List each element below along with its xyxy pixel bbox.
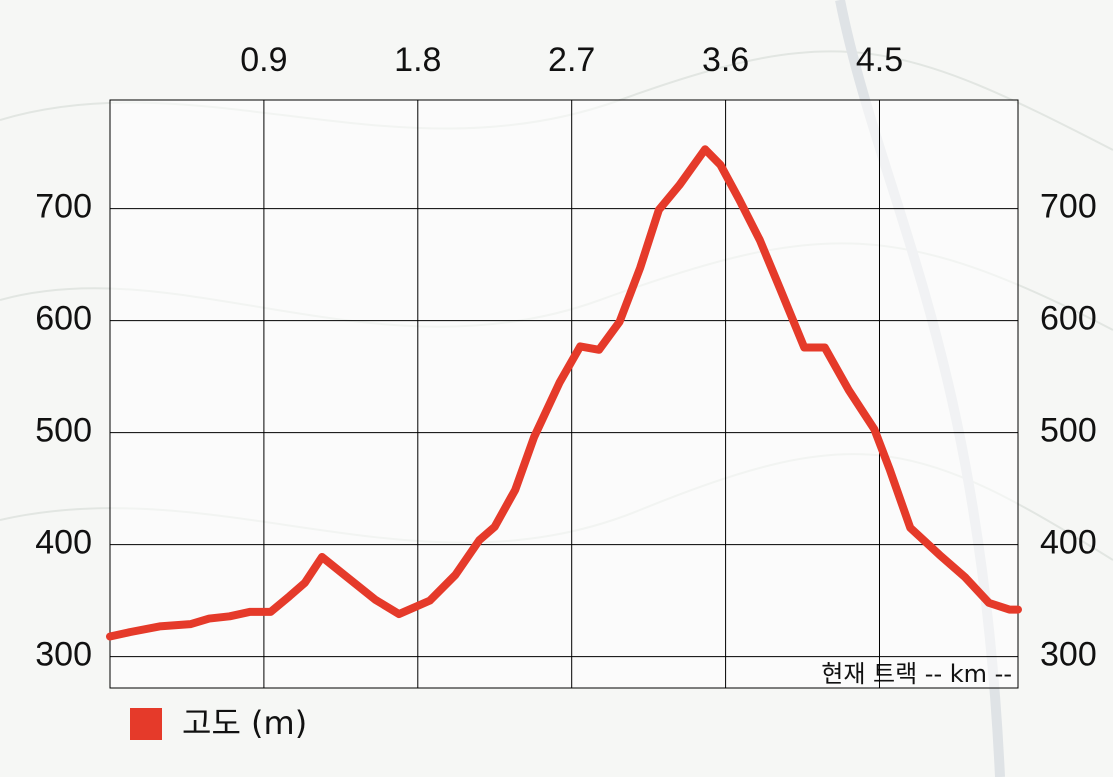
y-tick-label: 700	[35, 188, 92, 226]
y2-tick-label: 300	[1040, 636, 1097, 674]
x-tick-label: 1.8	[394, 41, 441, 79]
plot-area	[109, 99, 1019, 689]
y-tick-label: 300	[35, 636, 92, 674]
legend-label: 고도 (m)	[182, 704, 307, 742]
elevation-line	[106, 145, 1022, 641]
x-tick-label: 2.7	[548, 41, 595, 79]
y2-tick-label: 400	[1040, 524, 1097, 562]
x-tick-label: 4.5	[856, 41, 903, 79]
y-tick-label: 400	[35, 524, 92, 562]
y-tick-label: 600	[35, 300, 92, 338]
legend-swatch	[130, 708, 162, 740]
y-tick-label: 500	[35, 412, 92, 450]
x-tick-label: 0.9	[240, 41, 287, 79]
y2-tick-label: 700	[1040, 188, 1097, 226]
y2-tick-label: 600	[1040, 300, 1097, 338]
x-tick-label: 3.6	[702, 41, 749, 79]
y2-tick-label: 500	[1040, 412, 1097, 450]
annotation: 현재 트랙 -- km --	[821, 660, 1012, 688]
